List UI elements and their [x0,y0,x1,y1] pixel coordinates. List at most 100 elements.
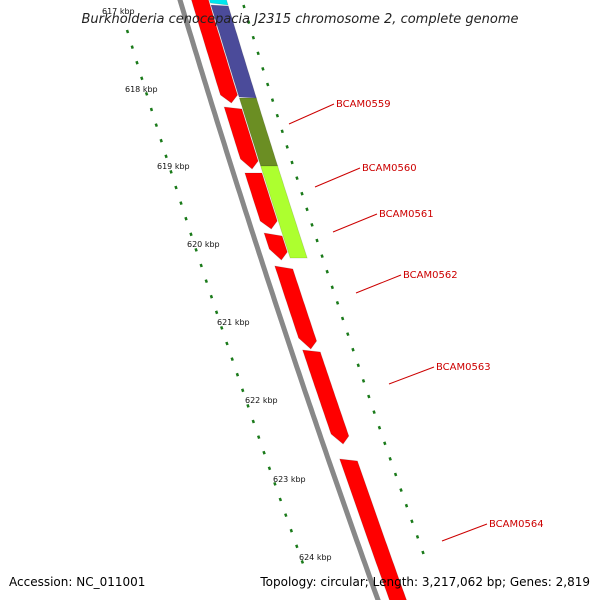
kbp-label-618: 618 kbp [125,85,158,94]
inner-tick-dot [159,138,163,143]
outer-tick-dot [242,4,246,9]
inner-tick-dot [300,559,305,564]
outer-tick-dot [310,223,314,227]
outer-tick-dot [361,379,366,383]
inner-tick-dot [189,232,193,237]
outer-tick-dot [351,347,355,352]
inner-tick-dot [199,263,203,268]
genome-backbone [177,0,381,600]
leader-line-bcam0564 [441,523,488,542]
kbp-label-621: 621 kbp [217,318,250,327]
outer-tick-dot [335,301,340,305]
inner-tick-dot [149,107,154,112]
gene-label-bcam0560[interactable]: BCAM0560 [362,163,417,174]
inner-tick-dot [140,76,144,81]
outer-tick-dot [404,503,409,508]
inner-tick-dot [284,513,288,517]
gene-label-bcam0563[interactable]: BCAM0563 [436,362,491,373]
leader-line-bcam0559 [288,103,335,125]
inner-tick-dot [289,528,293,533]
cyan-feature-block [209,0,229,6]
kbp-label-622: 622 kbp [245,396,278,405]
outer-tick-dot [285,145,289,149]
inner-tick-dot [273,482,277,486]
genome-summary-text: Topology: circular; Length: 3,217,062 bp… [259,575,590,589]
inner-tick-dot [144,92,149,96]
inner-tick-dot [251,419,255,424]
outer-tick-dot [275,113,279,118]
outer-tick-dot [399,488,403,493]
inner-tick-dot [169,170,173,174]
minus-feature-block [339,458,407,600]
outer-tick-dot [377,425,382,430]
tick-layer [125,4,425,564]
outer-tick-dot [340,316,345,321]
leader-line-bcam0562 [355,274,402,294]
outer-tick-dot [256,51,260,56]
outer-tick-dot [251,35,255,40]
inner-tick-dot [125,29,130,34]
gene-label-bcam0562[interactable]: BCAM0562 [403,270,458,281]
outer-tick-dot [330,285,334,290]
outer-tick-dot [415,535,420,539]
gene-label-bcam0564[interactable]: BCAM0564 [489,519,544,530]
inner-tick-dot [257,435,261,439]
outer-tick-dot [393,472,398,477]
minus-feature-block [302,349,350,445]
gene-label-bcam0561[interactable]: BCAM0561 [379,209,434,220]
outer-tick-dot [290,160,294,165]
inner-tick-dot [278,497,283,502]
kbp-label-623: 623 kbp [273,475,306,484]
inner-tick-dot [204,279,208,283]
inner-tick-dot [154,123,158,127]
minus-feature-block [244,172,278,230]
gene-block-bcam0561 [260,165,308,259]
inner-tick-dot [164,154,168,159]
map-title: Burkholderia cenocepacia J2315 chromosom… [81,12,518,27]
outer-tick-dot [320,254,324,258]
leader-line-bcam0560 [314,167,361,188]
inner-tick-dot [174,185,178,190]
outer-tick-dot [305,207,309,212]
outer-tick-dot [372,410,376,414]
inner-tick-dot [267,466,272,471]
inner-tick-dot [241,388,245,393]
outer-tick-dot [266,82,270,87]
outer-tick-dot [295,176,299,180]
outer-tick-dot [383,441,387,446]
inner-tick-dot [246,404,250,408]
outer-tick-dot [270,98,275,102]
leader-line-bcam0561 [332,213,378,233]
leader-line-bcam0563 [388,366,435,385]
minus-feature-block [263,232,288,261]
inner-tick-dot [225,341,229,346]
outer-tick-dot [247,20,251,24]
outer-tick-dot [300,191,304,196]
inner-tick-dot [220,326,224,330]
inner-tick-dot [135,60,139,65]
inner-tick-dot [262,450,266,455]
kbp-label-620: 620 kbp [187,240,220,249]
gene-label-bcam0559[interactable]: BCAM0559 [336,99,391,110]
outer-tick-dot [388,457,392,461]
accession-text: Accession: NC_011001 [9,575,145,589]
outer-tick-dot [356,363,360,368]
inner-tick-dot [235,372,240,377]
outer-tick-dot [410,519,414,524]
inner-tick-dot [230,357,234,361]
kbp-label-617: 617 kbp [102,7,135,16]
inner-tick-dot [209,294,214,299]
kbp-label-619: 619 kbp [157,162,190,171]
outer-tick-dot [346,332,350,336]
inner-tick-dot [214,310,219,315]
outer-tick-dot [325,269,329,274]
minus-feature-block [274,265,318,350]
inner-tick-dot [295,544,299,549]
inner-tick-dot [130,45,134,49]
inner-tick-dot [194,248,198,252]
kbp-label-624: 624 kbp [299,553,332,562]
outer-tick-dot [367,394,371,399]
feature-layer [191,0,407,600]
inner-tick-dot [184,216,188,221]
